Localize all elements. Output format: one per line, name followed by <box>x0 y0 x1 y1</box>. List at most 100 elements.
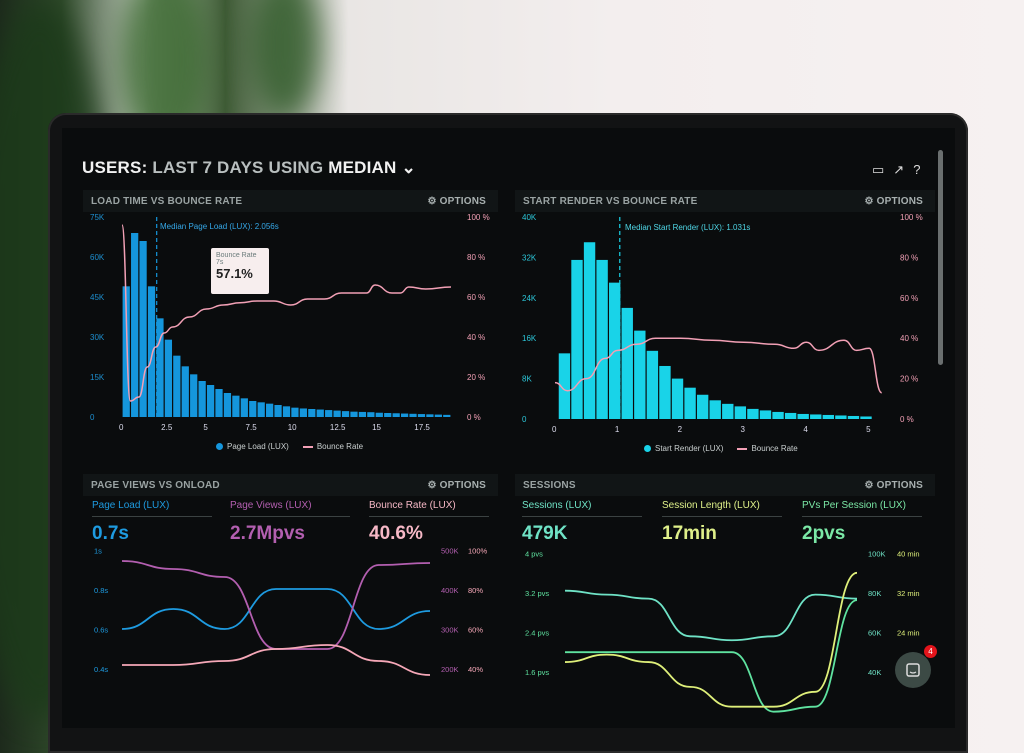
median-label: Median Start Render (LUX): 1.031s <box>625 223 751 232</box>
help-icon[interactable]: ? <box>913 162 921 177</box>
bar <box>282 406 291 417</box>
y2-tick-label: 20 % <box>900 375 918 384</box>
y-tick-label: 24K <box>522 294 537 303</box>
y-tick-label: 0.8s <box>94 586 108 595</box>
legend-item[interactable]: Start Render (LUX) <box>644 444 723 453</box>
gear-icon: ⚙ <box>864 195 877 207</box>
y2-tick-label: 500K <box>441 547 459 556</box>
tooltip-title: Bounce Rate <box>216 252 257 259</box>
y2-tick-label: 100 % <box>900 213 923 222</box>
y-tick-label: 3.2 pvs <box>525 589 549 598</box>
chevron-down-icon[interactable]: ⌄ <box>401 158 416 177</box>
legend-item[interactable]: Bounce Rate <box>302 442 363 451</box>
y-tick-label: 30K <box>90 333 105 342</box>
x-tick-label: 4 <box>803 425 808 434</box>
bar <box>558 353 571 419</box>
bar <box>147 286 156 417</box>
y2-tick-label: 20 % <box>467 373 485 382</box>
x-tick-label: 17.5 <box>414 423 430 432</box>
chat-button[interactable] <box>895 652 931 688</box>
options-button[interactable]: ⚙ OPTIONS <box>864 480 923 491</box>
y-tick-label: 0 <box>522 415 527 424</box>
bar <box>375 412 383 417</box>
x-tick-label: 2.5 <box>161 423 173 432</box>
bar <box>358 411 367 417</box>
bar <box>384 413 392 417</box>
options-button[interactable]: ⚙ OPTIONS <box>427 480 486 491</box>
series-line-page-views-lux- <box>121 560 431 650</box>
options-label: OPTIONS <box>876 479 923 491</box>
options-button[interactable]: ⚙ OPTIONS <box>864 196 923 207</box>
bar <box>249 401 257 417</box>
y-tick-label: 75K <box>90 213 105 222</box>
bar <box>634 330 646 419</box>
bar <box>181 366 189 417</box>
series-line-session-length-lux- <box>564 571 858 708</box>
y2-tick-label: 0 % <box>467 413 481 422</box>
bar <box>206 385 215 417</box>
bar <box>659 365 671 419</box>
kpi-session-length-lux-: Session Length (LUX) 17min <box>662 500 782 545</box>
legend-item[interactable]: Bounce Rate <box>737 444 798 453</box>
bar <box>646 350 659 419</box>
y3-tick-label: 24 min <box>897 629 920 638</box>
options-button[interactable]: ⚙ OPTIONS <box>427 196 486 207</box>
legend-item[interactable]: Page Load (LUX) <box>216 442 289 451</box>
screen <box>62 128 955 728</box>
bar <box>671 378 684 419</box>
kpi-page-load-lux-: Page Load (LUX) 0.7s <box>92 500 212 545</box>
x-tick-label: 1 <box>615 425 620 434</box>
bar <box>426 414 434 417</box>
y-tick-label: 4 pvs <box>525 550 543 559</box>
y2-tick-label: 40 % <box>467 333 485 342</box>
kpi-sessions-lux-: Sessions (LUX) 479K <box>522 500 642 545</box>
bar <box>772 411 784 419</box>
x-tick-label: 3 <box>740 425 745 434</box>
monitor-icon[interactable]: ▭ <box>872 162 885 177</box>
kpi-label: Session Length (LUX) <box>662 500 782 517</box>
bar <box>215 389 223 417</box>
kpi-value: 479K <box>522 523 568 544</box>
bar <box>274 405 282 417</box>
bar <box>583 242 596 419</box>
page-title[interactable]: USERS: LAST 7 DAYS USING MEDIAN ⌄ <box>82 158 416 178</box>
bounce-rate-line <box>121 224 452 402</box>
kpi-value: 40.6% <box>369 523 423 544</box>
bar <box>443 414 451 417</box>
notification-badge: 4 <box>924 645 937 658</box>
bar <box>400 413 409 417</box>
y3-tick-label: 32 min <box>897 589 920 598</box>
legend-line-icon <box>737 447 748 450</box>
series-line-bounce-rate-lux- <box>122 644 431 676</box>
bar <box>392 413 400 417</box>
bar <box>367 412 375 417</box>
bar <box>257 402 265 417</box>
load-legend: Page Load (LUX) Bounce Rate <box>216 442 363 451</box>
y-tick-label: 45K <box>90 293 105 302</box>
bar <box>571 259 583 419</box>
y-tick-label: 2.4 pvs <box>525 629 549 638</box>
x-tick-label: 2 <box>678 425 683 434</box>
bar <box>810 414 822 419</box>
sessions-panel-header: SESSIONS ⚙ OPTIONS <box>515 474 935 496</box>
kpi-label: Page Load (LUX) <box>92 500 212 517</box>
y3-tick-label: 100% <box>468 547 488 556</box>
y2-tick-label: 200K <box>441 665 459 674</box>
kpi-value: 2pvs <box>802 523 846 544</box>
bar <box>308 409 316 417</box>
y-tick-label: 1.6 pvs <box>525 668 549 677</box>
share-icon[interactable]: ↗ <box>893 162 905 177</box>
x-tick-label: 0 <box>552 425 557 434</box>
bar <box>122 286 130 417</box>
load-panel-header: LOAD TIME VS BOUNCE RATE ⚙ OPTIONS <box>83 190 498 212</box>
series-line-sessions-lux- <box>564 589 858 642</box>
scrollbar[interactable] <box>938 150 943 365</box>
y3-tick-label: 40 min <box>897 550 920 559</box>
y2-tick-label: 100K <box>868 550 886 559</box>
legend-label: Page Load (LUX) <box>227 442 289 451</box>
kpi-value: 17min <box>662 523 717 544</box>
y2-tick-label: 80 % <box>900 253 918 262</box>
y2-tick-label: 0 % <box>900 415 914 424</box>
panel-title: LOAD TIME VS BOUNCE RATE <box>91 195 243 207</box>
